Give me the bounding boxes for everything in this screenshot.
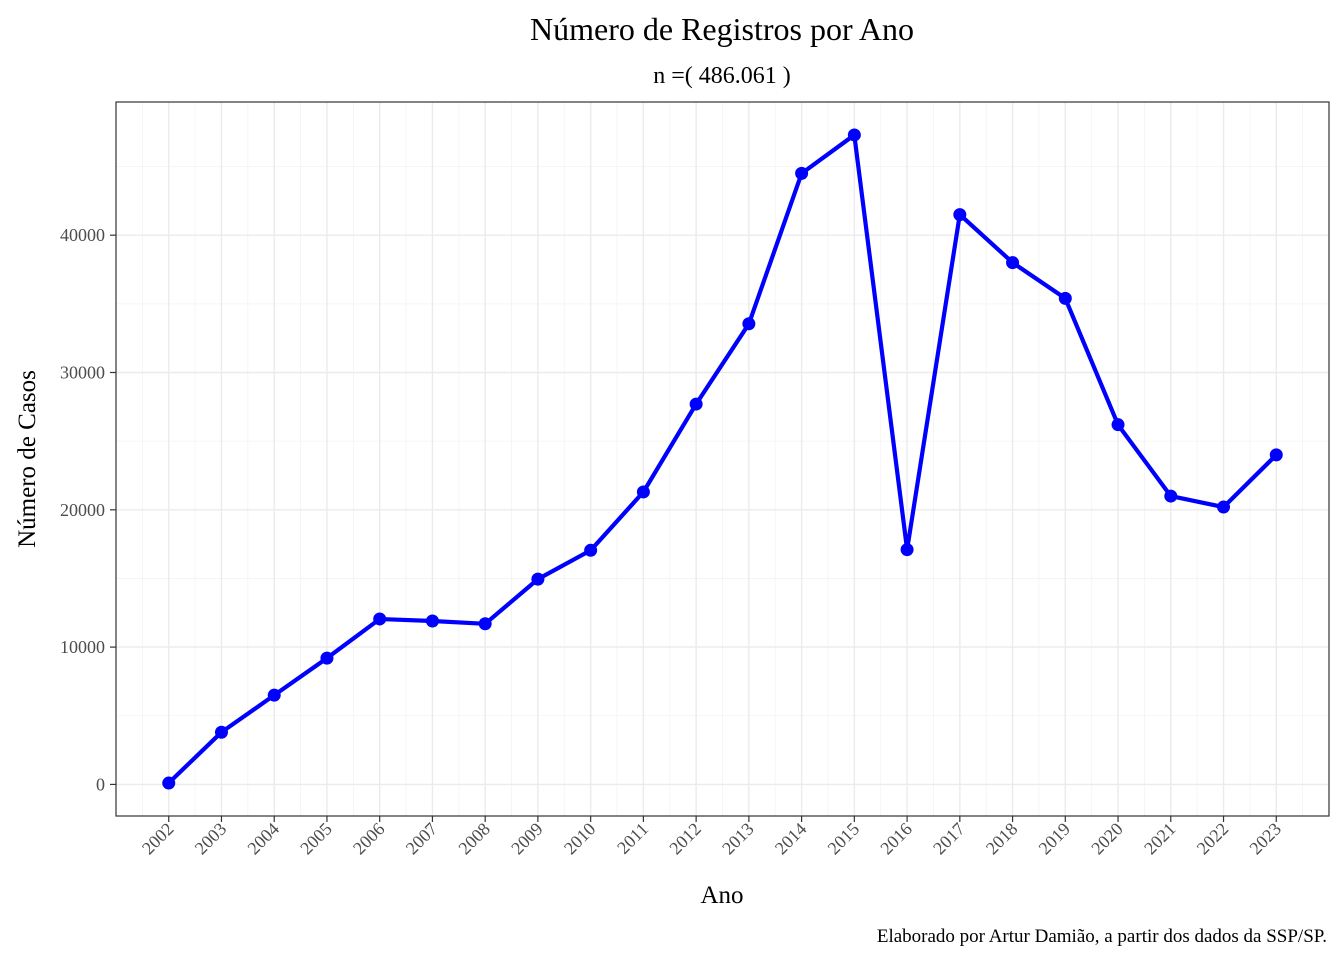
x-tick-label: 2008 bbox=[454, 819, 494, 859]
data-point-2002 bbox=[162, 776, 176, 790]
x-tick-label: 2011 bbox=[613, 819, 652, 858]
series-layer bbox=[162, 128, 1283, 790]
y-tick-label: 0 bbox=[96, 774, 105, 794]
data-point-2011 bbox=[636, 485, 650, 499]
data-point-2016 bbox=[900, 543, 914, 557]
x-tick-label: 2016 bbox=[876, 819, 916, 859]
data-point-2017 bbox=[953, 208, 967, 222]
chart-caption: Elaborado por Artur Damião, a partir dos… bbox=[877, 926, 1327, 947]
y-tick-label: 20000 bbox=[60, 500, 105, 520]
y-tick-label: 40000 bbox=[60, 225, 105, 245]
chart-title: Número de Registros por Ano bbox=[530, 11, 914, 47]
data-point-2010 bbox=[584, 543, 598, 557]
data-point-2020 bbox=[1111, 418, 1125, 432]
y-axis-title: Número de Casos bbox=[14, 370, 41, 548]
x-tick-label: 2023 bbox=[1245, 819, 1285, 859]
data-point-2012 bbox=[689, 397, 703, 411]
x-tick-label: 2014 bbox=[771, 819, 811, 859]
major-gridlines bbox=[116, 102, 1329, 816]
data-point-2014 bbox=[795, 166, 809, 180]
x-axis-title: Ano bbox=[700, 882, 743, 909]
data-point-2005 bbox=[320, 651, 334, 665]
y-axis: 0 10000 20000 30000 40000 bbox=[60, 225, 116, 794]
data-point-2004 bbox=[267, 688, 281, 702]
data-point-2007 bbox=[425, 614, 439, 628]
y-tick-label: 10000 bbox=[60, 637, 105, 657]
x-tick-label: 2012 bbox=[665, 819, 705, 859]
data-point-2023 bbox=[1269, 448, 1283, 462]
x-tick-label: 2010 bbox=[560, 819, 600, 859]
x-tick-label: 2020 bbox=[1087, 819, 1127, 859]
data-point-2013 bbox=[742, 317, 756, 331]
x-tick-label: 2002 bbox=[138, 819, 178, 859]
series-line bbox=[166, 132, 1279, 786]
x-tick-label: 2006 bbox=[349, 819, 389, 859]
x-tick-label: 2022 bbox=[1193, 819, 1233, 859]
x-tick-label: 2015 bbox=[824, 819, 864, 859]
x-tick-label: 2018 bbox=[982, 819, 1022, 859]
x-tick-label: 2017 bbox=[929, 819, 969, 859]
x-tick-label: 2019 bbox=[1035, 819, 1075, 859]
x-tick-label: 2021 bbox=[1140, 819, 1180, 859]
x-tick-label: 2003 bbox=[191, 819, 231, 859]
data-point-2008 bbox=[478, 617, 492, 631]
data-point-2019 bbox=[1058, 291, 1072, 305]
data-point-2009 bbox=[531, 572, 545, 586]
data-point-2003 bbox=[214, 725, 228, 739]
minor-gridlines bbox=[116, 102, 1329, 816]
x-tick-label: 2007 bbox=[402, 819, 442, 859]
data-point-2022 bbox=[1217, 500, 1231, 514]
x-tick-label: 2004 bbox=[243, 819, 283, 859]
x-tick-label: 2005 bbox=[296, 819, 336, 859]
x-tick-label: 2013 bbox=[718, 819, 758, 859]
data-point-2021 bbox=[1164, 489, 1178, 503]
y-tick-label: 30000 bbox=[60, 362, 105, 382]
data-point-2006 bbox=[373, 612, 387, 626]
x-tick-label: 2009 bbox=[507, 819, 547, 859]
data-point-2015 bbox=[847, 128, 861, 142]
x-axis: 2002 2003 2004 2005 2006 2007 2008 2009 2010 2011… bbox=[138, 816, 1285, 858]
chart-subtitle: n =( 486.061 ) bbox=[653, 63, 791, 89]
panel-border bbox=[115, 101, 1330, 817]
data-point-2018 bbox=[1006, 256, 1020, 270]
